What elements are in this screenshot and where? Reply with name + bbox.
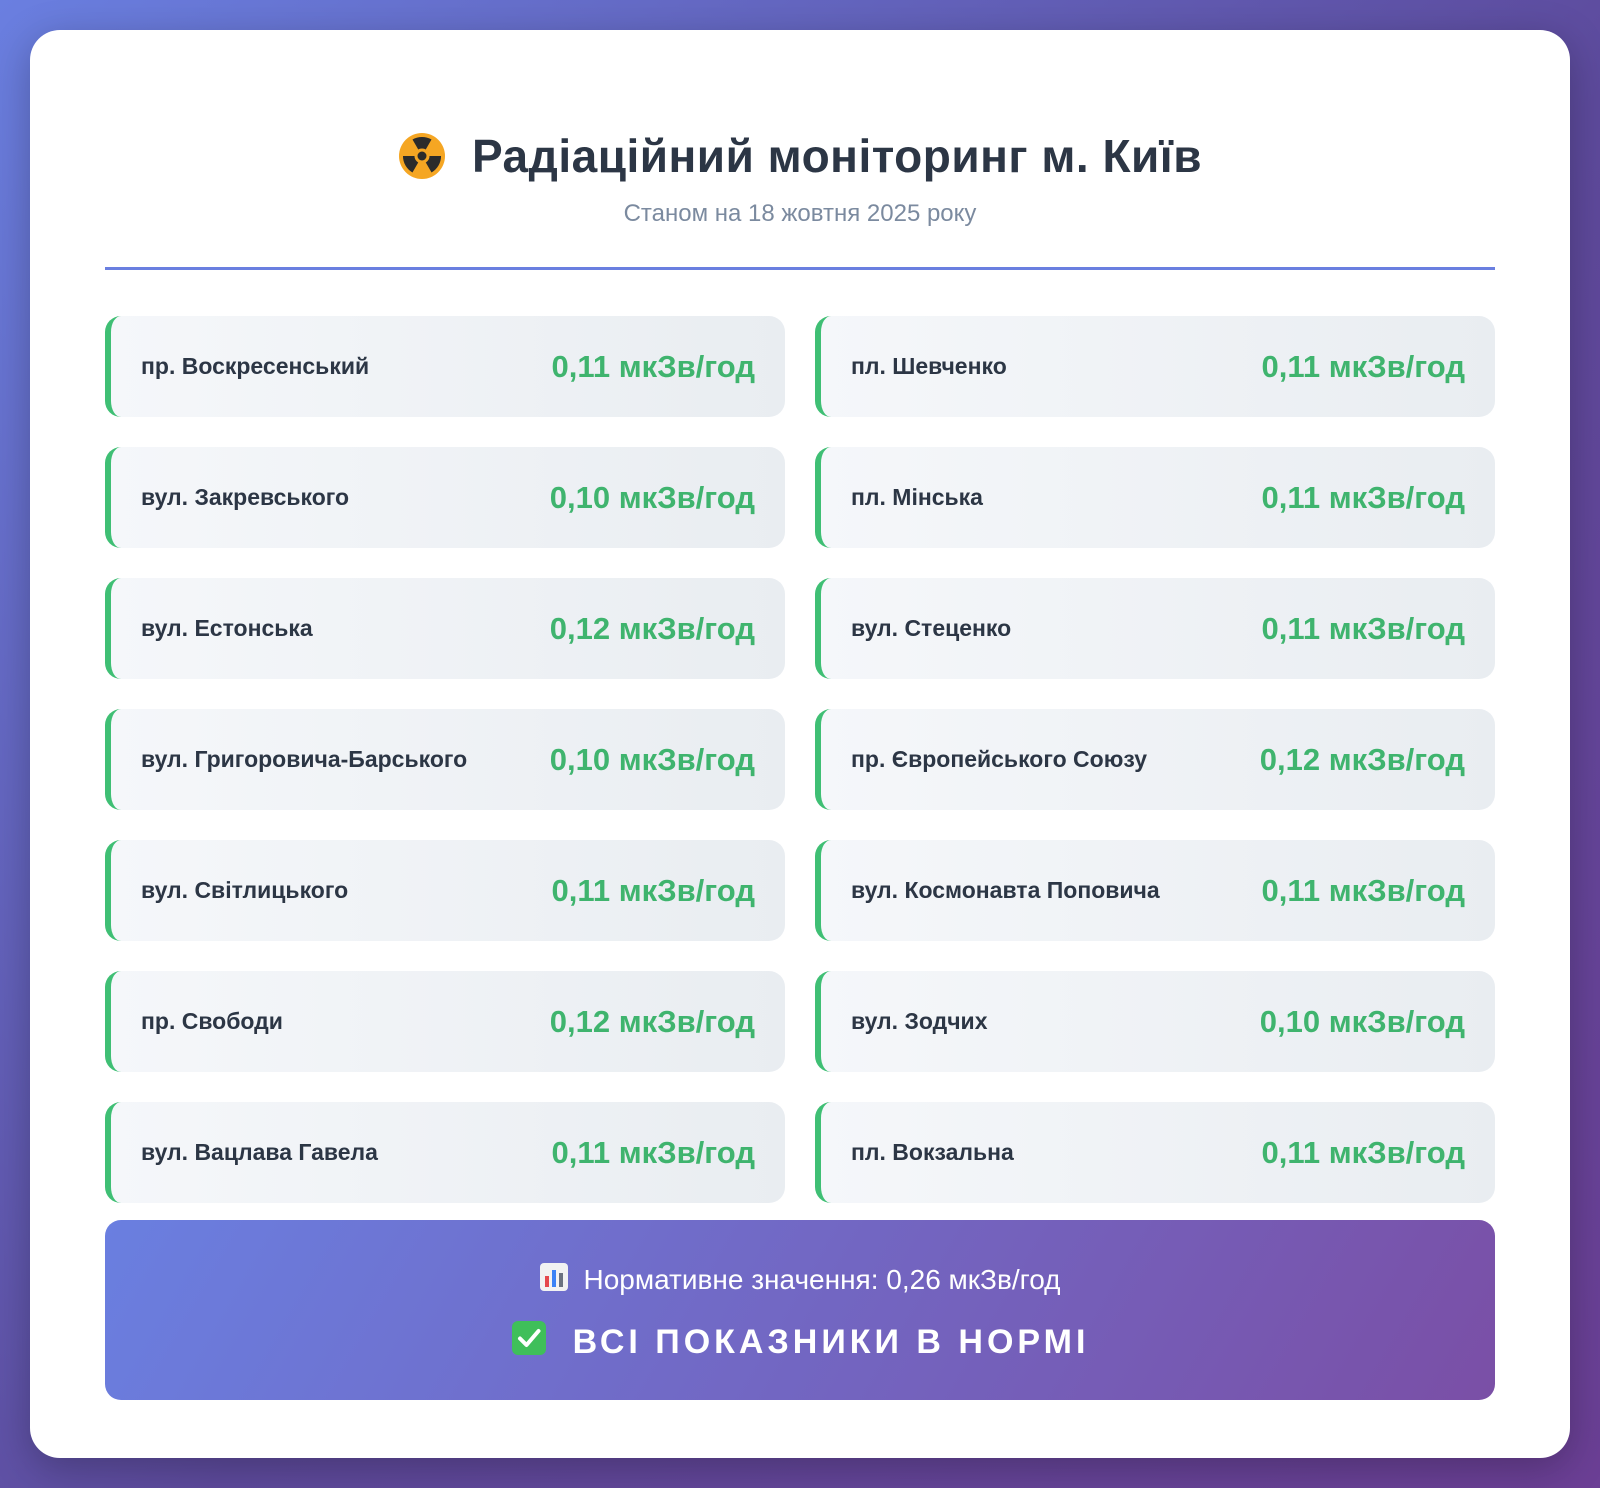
station-card: вул. Естонська 0,12 мкЗв/год bbox=[105, 578, 785, 679]
station-name: пл. Вокзальна bbox=[851, 1139, 1014, 1165]
summary-panel: Нормативне значення: 0,26 мкЗв/год ВСІ П… bbox=[105, 1220, 1495, 1400]
station-name: вул. Закревського bbox=[141, 484, 350, 510]
station-card: пл. Шевченко 0,11 мкЗв/год bbox=[815, 316, 1495, 417]
station-card: вул. Зодчих 0,10 мкЗв/год bbox=[815, 971, 1495, 1072]
station-card: пр. Свободи 0,12 мкЗв/год bbox=[105, 971, 785, 1072]
station-value: 0,10 мкЗв/год bbox=[549, 479, 755, 515]
page-title: Радіаційний моніторинг м. Київ bbox=[471, 130, 1203, 182]
station-card: вул. Григоровича-Барського 0,10 мкЗв/год bbox=[105, 709, 785, 810]
station-name: вул. Григоровича-Барського bbox=[141, 746, 468, 772]
station-card: пр. Європейського Союзу 0,12 мкЗв/год bbox=[815, 709, 1495, 810]
station-value: 0,11 мкЗв/год bbox=[1261, 479, 1465, 515]
station-value: 0,12 мкЗв/год bbox=[549, 610, 755, 646]
stations-grid: пр. Воскресенський 0,11 мкЗв/год пл. Шев… bbox=[105, 316, 1495, 1203]
bar-chart-icon bbox=[539, 1262, 569, 1299]
header: Радіаційний моніторинг м. Київ Станом на… bbox=[105, 90, 1495, 270]
station-card: вул. Світлицького 0,11 мкЗв/год bbox=[105, 840, 785, 941]
station-name: вул. Зодчих bbox=[851, 1008, 988, 1034]
norm-value-text: Нормативне значення: 0,26 мкЗв/год bbox=[583, 1264, 1061, 1295]
station-name: вул. Вацлава Гавела bbox=[141, 1139, 378, 1165]
station-value: 0,11 мкЗв/год bbox=[1261, 348, 1465, 384]
station-value: 0,12 мкЗв/год bbox=[549, 1003, 755, 1039]
station-value: 0,11 мкЗв/год bbox=[551, 348, 755, 384]
status-row: ВСІ ПОКАЗНИКИ В НОРМІ bbox=[105, 1320, 1495, 1365]
station-name: пл. Шевченко bbox=[851, 353, 1007, 379]
title-row: Радіаційний моніторинг м. Київ bbox=[105, 126, 1495, 186]
station-name: вул. Космонавта Поповича bbox=[851, 877, 1160, 903]
station-value: 0,11 мкЗв/год bbox=[1261, 872, 1465, 908]
station-card: пл. Мінська 0,11 мкЗв/год bbox=[815, 447, 1495, 548]
station-value: 0,12 мкЗв/год bbox=[1259, 741, 1465, 777]
monitoring-card: Радіаційний моніторинг м. Київ Станом на… bbox=[30, 30, 1570, 1458]
page-subtitle: Станом на 18 жовтня 2025 року bbox=[623, 200, 977, 227]
check-mark-icon bbox=[511, 1320, 547, 1365]
station-value: 0,11 мкЗв/год bbox=[551, 1134, 755, 1170]
station-value: 0,11 мкЗв/год bbox=[1261, 1134, 1465, 1170]
station-name: вул. Естонська bbox=[141, 615, 313, 641]
station-name: пл. Мінська bbox=[851, 484, 983, 510]
station-card: пл. Вокзальна 0,11 мкЗв/год bbox=[815, 1102, 1495, 1203]
station-value: 0,11 мкЗв/год bbox=[551, 872, 755, 908]
station-card: вул. Закревського 0,10 мкЗв/год bbox=[105, 447, 785, 548]
radiation-icon bbox=[398, 132, 446, 180]
status-text: ВСІ ПОКАЗНИКИ В НОРМІ bbox=[572, 1322, 1090, 1361]
station-card: пр. Воскресенський 0,11 мкЗв/год bbox=[105, 316, 785, 417]
station-value: 0,10 мкЗв/год bbox=[549, 741, 755, 777]
station-name: пр. Європейського Союзу bbox=[851, 746, 1148, 772]
station-card: вул. Стеценко 0,11 мкЗв/год bbox=[815, 578, 1495, 679]
station-name: пр. Воскресенський bbox=[141, 353, 370, 379]
station-value: 0,10 мкЗв/год bbox=[1259, 1003, 1465, 1039]
station-name: вул. Світлицького bbox=[141, 877, 349, 903]
station-card: вул. Космонавта Поповича 0,11 мкЗв/год bbox=[815, 840, 1495, 941]
station-name: вул. Стеценко bbox=[851, 615, 1012, 641]
station-card: вул. Вацлава Гавела 0,11 мкЗв/год bbox=[105, 1102, 785, 1203]
station-value: 0,11 мкЗв/год bbox=[1261, 610, 1465, 646]
norm-row: Нормативне значення: 0,26 мкЗв/год bbox=[105, 1262, 1495, 1298]
station-name: пр. Свободи bbox=[141, 1008, 283, 1034]
